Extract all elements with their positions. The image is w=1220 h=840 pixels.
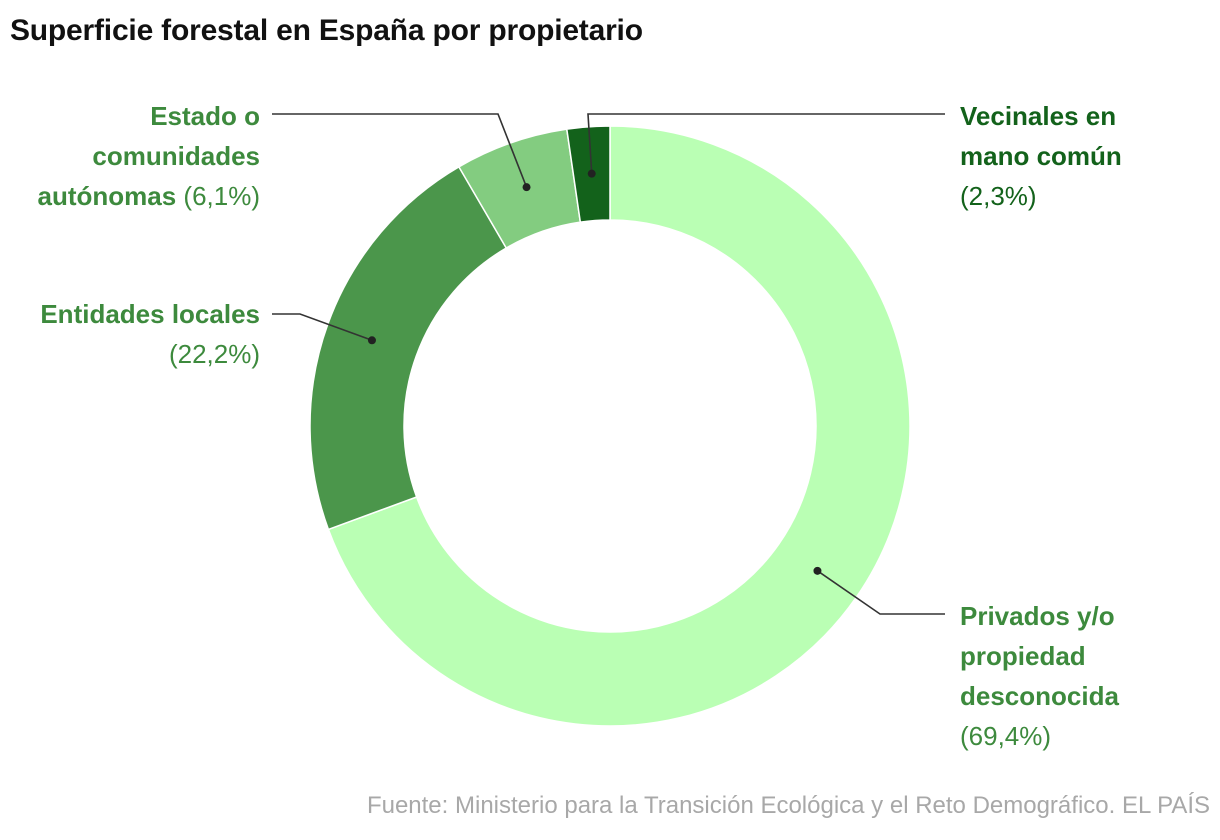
donut-slice-privados (327, 125, 911, 727)
slice-label-vecinales-value: (2,3%) (960, 181, 1037, 211)
slice-label-entidades-locales: Entidades locales (22,2%) (0, 294, 260, 374)
donut-slices (309, 125, 911, 727)
leader-lines (272, 113, 945, 615)
donut-slice-entidades-locales (309, 165, 508, 531)
leader-line-estado (272, 113, 528, 188)
leader-dot-entidades-locales (367, 336, 376, 345)
slice-label-privados-name: Privados y/o propiedad desconocida (960, 601, 1119, 711)
slice-label-estado: Estado o comunidades autónomas (6,1%) (10, 96, 261, 216)
source-note: Fuente: Ministerio para la Transición Ec… (366, 792, 1210, 819)
leader-dot-estado (522, 183, 531, 192)
leader-line-entidades-locales (272, 313, 373, 342)
leader-dot-privados (813, 566, 822, 575)
slice-label-vecinales-name: Vecinales en mano común (960, 101, 1122, 171)
leader-line-privados (816, 570, 945, 615)
chart-title: Superficie forestal en España por propie… (10, 14, 643, 47)
slice-label-entidades-locales-value: (22,2%) (168, 339, 260, 369)
leader-line-vecinales (587, 113, 945, 174)
slice-label-estado-name: Estado o comunidades autónomas (37, 101, 261, 211)
slice-label-entidades-locales-name: Entidades locales (40, 299, 260, 329)
slice-label-estado-value: (6,1%) (183, 181, 260, 211)
slice-label-privados-value: (69,4%) (960, 721, 1052, 751)
slice-label-privados: Privados y/o propiedad desconocida (69,4… (960, 596, 1210, 756)
slice-label-vecinales: Vecinales en mano común (2,3%) (960, 96, 1160, 216)
leader-dot-vecinales (587, 169, 596, 178)
